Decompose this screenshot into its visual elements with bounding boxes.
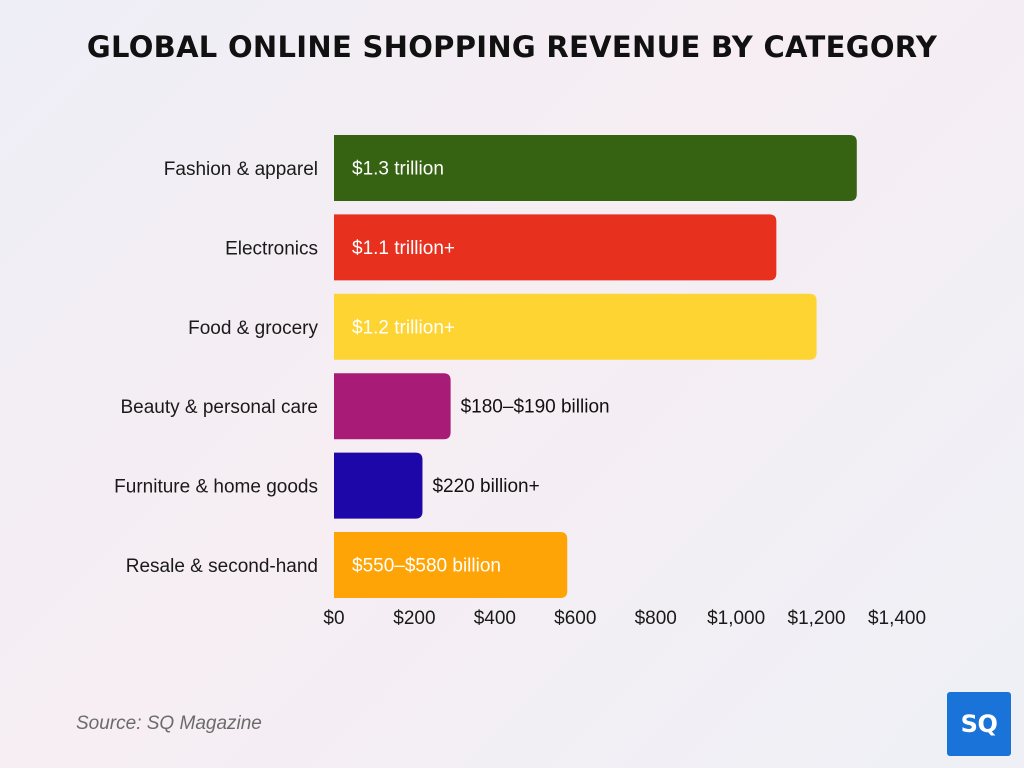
x-tick-label: $800 [635, 608, 677, 629]
data-label: $1.2 trillion+ [352, 317, 455, 338]
bar [334, 532, 568, 598]
data-label: $180–$190 billion [461, 397, 610, 418]
x-tick-label: $200 [393, 608, 435, 629]
bar [334, 373, 451, 440]
bar [334, 293, 817, 360]
data-label: $1.1 trillion+ [352, 238, 455, 259]
bar [334, 452, 423, 519]
logo-text: SQ [960, 710, 998, 738]
category-label: Resale & second-hand [126, 556, 318, 577]
x-tick-label: $1,000 [707, 608, 765, 629]
category-label: Furniture & home goods [114, 477, 318, 498]
category-label: Food & grocery [188, 318, 318, 339]
x-tick-label: $0 [323, 608, 344, 629]
data-label: $1.3 trillion [352, 159, 444, 180]
category-label: Beauty & personal care [120, 397, 318, 418]
x-tick-label: $400 [474, 608, 516, 629]
chart-title: GLOBAL ONLINE SHOPPING REVENUE BY CATEGO… [86, 30, 938, 64]
category-label: Fashion & apparel [164, 159, 318, 180]
category-label: Electronics [225, 238, 318, 259]
x-tick-label: $1,400 [868, 608, 926, 629]
x-tick-label: $1,200 [788, 608, 846, 629]
data-label: $220 billion+ [432, 476, 539, 497]
x-tick-label: $600 [554, 608, 596, 629]
bar [334, 135, 857, 201]
sq-logo: SQ [947, 692, 1011, 756]
data-label: $550–$580 billion [352, 556, 501, 577]
source-note: Source: SQ Magazine [76, 713, 262, 734]
bar [334, 214, 777, 281]
